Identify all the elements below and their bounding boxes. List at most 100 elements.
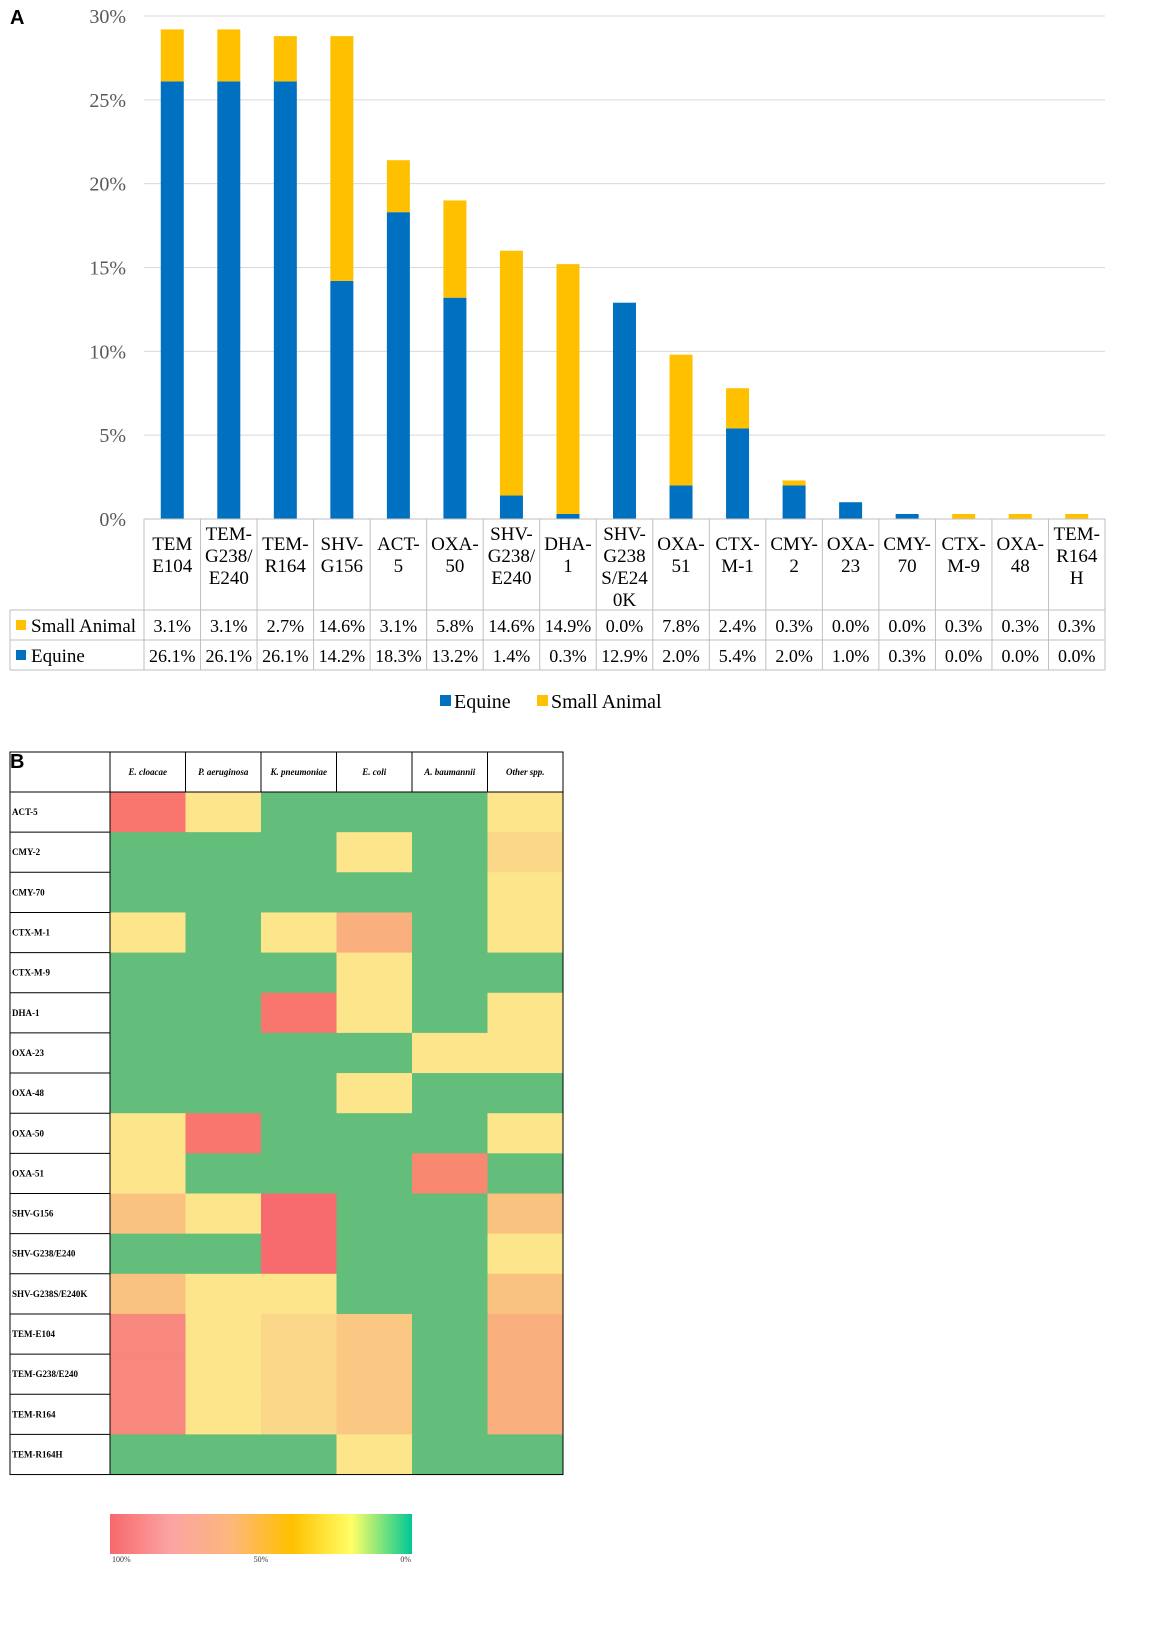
heatmap-cell xyxy=(110,992,186,1034)
heatmap-cell xyxy=(110,1073,186,1114)
heatmap-cell xyxy=(412,1233,488,1275)
category-label: 51 xyxy=(672,556,691,577)
category-label: TEM- xyxy=(206,524,252,545)
data-label: 14.9% xyxy=(545,616,592,636)
heatmap-column-label: Other spp. xyxy=(506,767,545,777)
heatmap-row-label: CMY-70 xyxy=(12,887,45,897)
heatmap-cell xyxy=(336,912,413,954)
legend-key-small-animal xyxy=(537,695,548,706)
heatmap-cell xyxy=(185,1313,262,1355)
heatmap-cell xyxy=(185,1032,262,1074)
bar-equine xyxy=(669,485,693,519)
category-label: SHV- xyxy=(490,524,533,545)
category-label: OXA- xyxy=(431,534,479,555)
y-tick-label: 10% xyxy=(89,341,126,363)
data-label: 18.3% xyxy=(375,646,422,666)
heatmap-cell xyxy=(412,832,488,873)
heatmap-cell xyxy=(110,1032,186,1074)
data-label: 0.3% xyxy=(1001,616,1039,636)
heatmap-cell xyxy=(110,1113,186,1154)
category-label: M-9 xyxy=(947,556,980,577)
bar-small-animal xyxy=(782,480,806,486)
heatmap-row-label: DHA-1 xyxy=(12,1008,40,1018)
bar-small-animal xyxy=(952,513,976,519)
heatmap-column-label: K. pneumoniae xyxy=(269,767,327,777)
heatmap-cell xyxy=(185,912,262,954)
heatmap-cell xyxy=(412,1073,488,1114)
heatmap-cell xyxy=(336,1313,413,1355)
category-label: H xyxy=(1070,568,1084,589)
bar-small-animal xyxy=(499,250,523,496)
category-label: TEM xyxy=(152,534,192,555)
heatmap-cell xyxy=(110,1434,186,1476)
heatmap-cell xyxy=(110,1394,186,1435)
heatmap-cell xyxy=(261,1354,337,1395)
heatmap-cell xyxy=(261,1032,337,1074)
data-label: 2.0% xyxy=(775,646,813,666)
table-row-header: Small Animal xyxy=(31,616,136,637)
heatmap-cell xyxy=(412,1273,488,1315)
data-label: 0.3% xyxy=(549,646,587,666)
heatmap-cell xyxy=(412,1153,488,1194)
bar-equine xyxy=(443,297,467,519)
category-label: OXA- xyxy=(827,534,875,555)
data-label: 26.1% xyxy=(262,646,309,666)
heatmap-cell xyxy=(261,792,337,833)
data-label: 0.3% xyxy=(1058,616,1096,636)
heatmap-cell xyxy=(487,912,564,954)
heatmap-row-label: SHV-G238S/E240K xyxy=(12,1289,87,1299)
heatmap-cell xyxy=(185,1354,262,1395)
heatmap-cell xyxy=(487,1394,564,1435)
category-label: 23 xyxy=(841,556,860,577)
data-label: 3.1% xyxy=(154,616,192,636)
bar-small-animal xyxy=(273,36,297,82)
bar-equine xyxy=(839,502,863,519)
heatmap-cell xyxy=(487,832,564,873)
legend-label: Small Animal xyxy=(551,691,662,713)
category-label: ACT- xyxy=(377,534,420,555)
category-label: CMY- xyxy=(770,534,818,555)
bar-equine xyxy=(330,280,354,519)
heatmap-cell xyxy=(487,1032,564,1074)
heatmap-column-label: E. coli xyxy=(361,767,386,777)
heatmap-cell xyxy=(261,952,337,994)
category-label: CTX- xyxy=(715,534,759,555)
heatmap-color-scale: 100% 50% 0% xyxy=(110,1514,412,1564)
data-label: 7.8% xyxy=(662,616,700,636)
heatmap-row-label: OXA-48 xyxy=(12,1088,44,1098)
category-label: R164 xyxy=(265,556,307,577)
heatmap-cell xyxy=(336,792,413,833)
heatmap-cell xyxy=(336,832,413,873)
heatmap-cell xyxy=(487,992,564,1034)
heatmap-cell xyxy=(487,952,564,994)
heatmap-cell xyxy=(261,1313,337,1355)
heatmap-cell xyxy=(261,1273,337,1315)
data-label: 2.0% xyxy=(662,646,700,666)
heatmap-cell xyxy=(336,992,413,1034)
category-label: 0K xyxy=(613,590,637,611)
panel-b-letter: B xyxy=(10,751,24,773)
bar-small-animal xyxy=(217,29,241,82)
category-label: E104 xyxy=(152,556,193,577)
heatmap-cell xyxy=(185,1434,262,1476)
heatmap-cell xyxy=(336,1113,413,1154)
heatmap-cell xyxy=(110,872,186,913)
data-label: 0.3% xyxy=(945,616,983,636)
color-scale-bar xyxy=(110,1514,412,1554)
heatmap-row-label: OXA-51 xyxy=(12,1168,44,1178)
category-label: SHV- xyxy=(603,524,646,545)
heatmap-cell xyxy=(261,912,337,954)
heatmap-cell xyxy=(261,1113,337,1154)
data-label: 3.1% xyxy=(210,616,248,636)
panel-a-chart: 0%5%10%15%20%25%30%TEME104TEM-G238/E240T… xyxy=(9,6,1106,671)
category-label: G238/ xyxy=(205,546,253,567)
category-label: M-1 xyxy=(721,556,754,577)
heatmap-cell xyxy=(110,792,186,833)
heatmap-row-label: CMY-2 xyxy=(12,847,41,857)
heatmap-row-label: CTX-M-9 xyxy=(12,968,50,978)
data-label: 0.3% xyxy=(888,646,926,666)
bar-equine xyxy=(613,302,636,519)
heatmap-cell xyxy=(412,1354,488,1395)
data-label: 0.0% xyxy=(606,616,644,636)
heatmap-cell xyxy=(412,952,488,994)
